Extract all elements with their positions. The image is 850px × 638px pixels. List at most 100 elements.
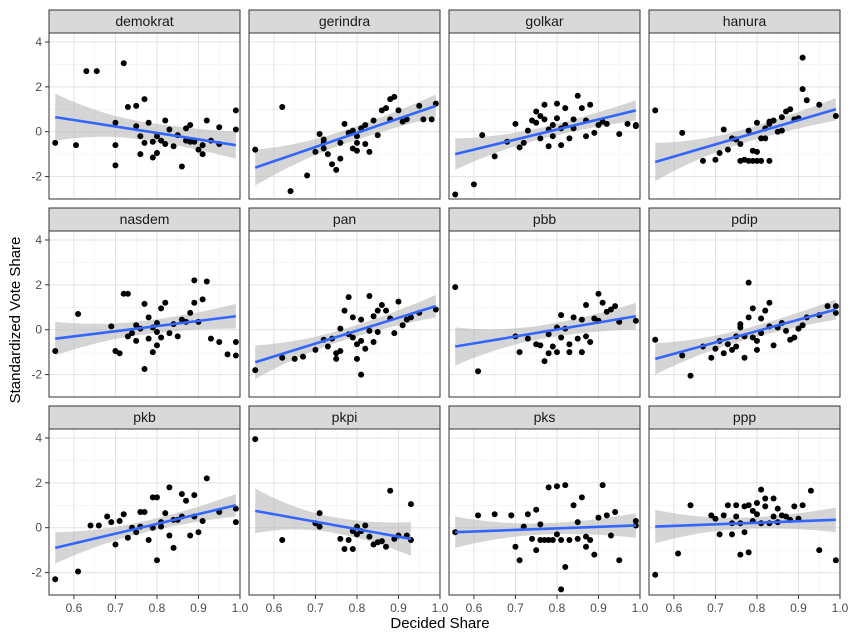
data-point [316,130,323,137]
data-point [599,299,606,306]
data-point [162,299,169,306]
data-point [749,507,756,514]
data-point [366,533,373,540]
data-point [541,101,548,108]
data-point [349,314,356,321]
data-point [324,151,331,158]
data-point [452,284,459,291]
confidence-band [455,513,636,548]
data-point [712,345,719,352]
data-point [374,132,381,139]
data-point [304,172,311,179]
data-point [149,154,156,161]
data-point [362,121,369,128]
strip-label: ppp [733,409,757,425]
data-point [733,502,740,509]
data-point [799,86,806,93]
data-point [203,278,210,285]
data-point [770,342,777,349]
confidence-band [655,507,836,544]
data-point [324,343,331,350]
data-point [766,157,773,164]
confidence-band [455,100,636,170]
data-point [108,323,115,330]
data-point [112,162,119,169]
data-point [537,521,544,528]
data-point [287,188,294,195]
data-point [95,522,102,529]
y-tick-label: 0 [35,125,42,139]
data-point [475,368,482,375]
data-point [729,531,736,538]
data-point [774,505,781,512]
x-axis-title: Decided Share [390,615,489,632]
data-point [832,303,839,310]
data-point [395,107,402,114]
data-point [341,546,348,553]
data-point [349,546,356,553]
data-point [203,475,210,482]
data-point [729,346,736,353]
data-point [520,523,527,530]
data-point [632,517,639,524]
data-point [745,314,752,321]
data-point [104,513,111,520]
data-point [587,339,594,346]
data-point [753,119,760,126]
data-point [191,138,198,145]
data-point [137,133,144,140]
data-point [312,346,319,353]
y-tick-label: 2 [35,476,42,490]
data-point [799,322,806,329]
data-point [178,163,185,170]
data-point [652,336,659,343]
x-tick-label: 0.6 [266,601,283,615]
data-point [383,307,390,314]
data-point [533,506,540,513]
panel-pbb: pbb [448,207,641,398]
data-point [124,333,131,340]
data-point [366,148,373,155]
data-point [712,515,719,522]
data-point [191,492,198,499]
data-point [370,313,377,320]
data-point [129,330,136,337]
data-point [607,532,614,539]
data-point [541,358,548,365]
data-point [124,104,131,111]
data-point [591,129,598,136]
data-point [170,143,177,150]
data-point [232,339,239,346]
data-point [232,126,239,133]
data-point [553,349,560,356]
data-point [216,339,223,346]
data-point [153,557,160,564]
strip-label: hanura [723,13,767,29]
data-point [524,335,531,342]
strip-label: pbb [533,211,557,227]
data-point [549,121,556,128]
data-point [120,290,127,297]
fit-line [454,109,637,156]
data-point [545,143,552,150]
x-tick-label: 0.9 [790,601,807,615]
data-point [362,345,369,352]
data-point [816,101,823,108]
data-point [112,119,119,126]
data-point [362,522,369,529]
data-point [574,92,581,99]
data-point [383,543,390,550]
fit-line [254,509,412,541]
data-point [537,113,544,119]
data-point [345,294,352,301]
data-point [791,503,798,510]
data-point [762,307,769,314]
data-point [158,137,165,144]
data-point [603,512,610,519]
data-point [724,341,731,348]
data-point [178,491,185,498]
data-point [553,115,560,122]
data-point [566,349,573,356]
data-point [558,537,565,544]
